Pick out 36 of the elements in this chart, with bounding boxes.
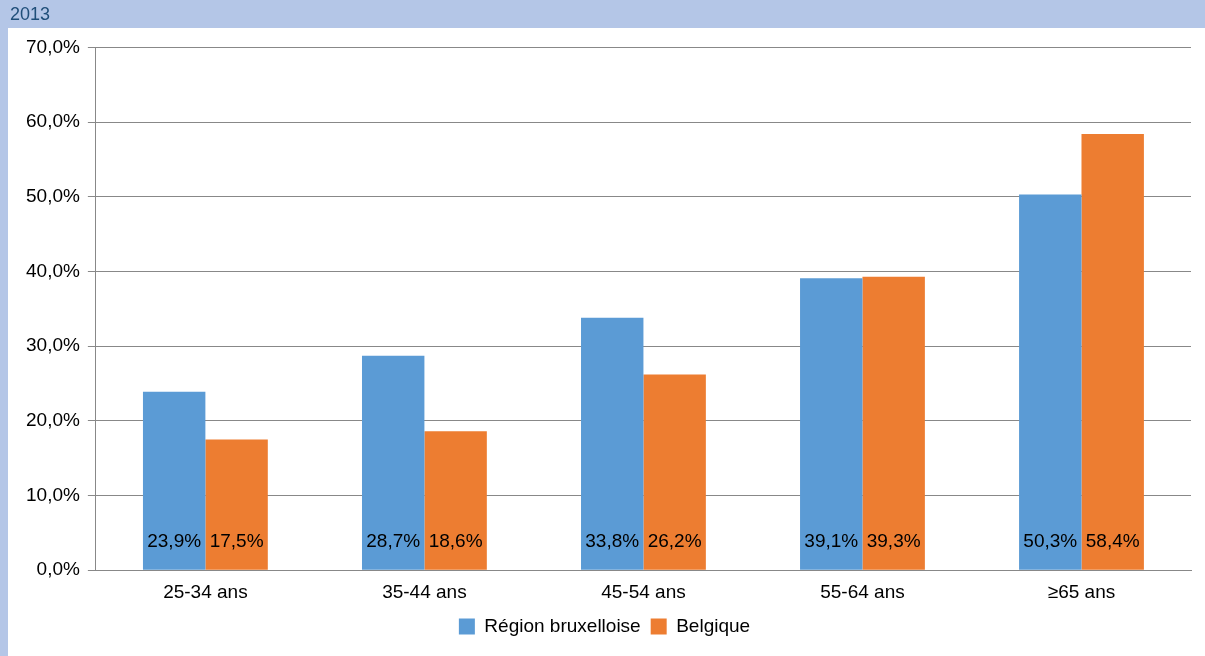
data-label: 50,3% bbox=[1023, 529, 1078, 551]
data-label: 58,4% bbox=[1085, 529, 1140, 551]
bar bbox=[142, 391, 206, 570]
x-tick-label: ≥65 ans bbox=[1047, 580, 1116, 602]
legend-label: Région bruxelloise bbox=[484, 614, 641, 636]
y-tick-label: 10,0% bbox=[26, 483, 80, 505]
data-label: 33,8% bbox=[585, 529, 640, 551]
x-tick-label: 25-34 ans bbox=[163, 580, 248, 602]
x-tick-label: 45-54 ans bbox=[601, 580, 686, 602]
bar bbox=[1019, 194, 1082, 570]
data-label: 28,7% bbox=[366, 529, 421, 551]
y-tick-label: 70,0% bbox=[26, 35, 80, 57]
bar bbox=[1081, 134, 1144, 570]
y-tick-label: 60,0% bbox=[26, 110, 80, 132]
bar bbox=[581, 317, 644, 570]
data-label: 17,5% bbox=[209, 529, 264, 551]
data-label: 18,6% bbox=[428, 529, 483, 551]
bar bbox=[424, 431, 487, 570]
data-label: 26,2% bbox=[647, 529, 702, 551]
bar bbox=[800, 278, 863, 570]
data-label: 39,1% bbox=[804, 529, 859, 551]
y-tick-label: 20,0% bbox=[26, 409, 80, 431]
bar bbox=[643, 374, 706, 570]
x-tick-label: 55-64 ans bbox=[820, 580, 905, 602]
y-tick-label: 50,0% bbox=[26, 185, 80, 207]
y-tick-label: 0,0% bbox=[36, 558, 80, 580]
legend-label: Belgique bbox=[676, 614, 751, 636]
y-tick-label: 40,0% bbox=[26, 259, 80, 281]
x-tick-label: 35-44 ans bbox=[382, 580, 467, 602]
data-label: 39,3% bbox=[866, 529, 921, 551]
bar bbox=[205, 439, 268, 570]
bar bbox=[862, 276, 925, 570]
data-label: 23,9% bbox=[147, 529, 202, 551]
y-tick-label: 30,0% bbox=[26, 334, 80, 356]
bar bbox=[361, 355, 425, 570]
chart-title: 2013 bbox=[10, 3, 51, 26]
